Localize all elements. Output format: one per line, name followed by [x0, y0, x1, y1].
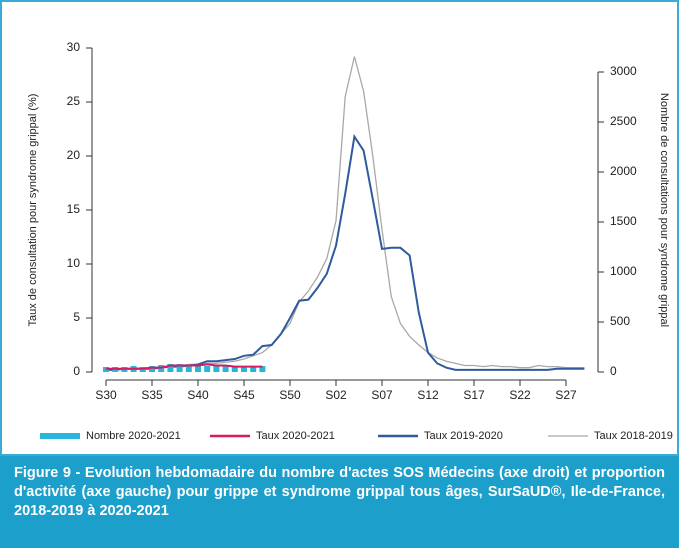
chart: Taux de consultation pour syndrome gripp… [0, 0, 679, 456]
x-tick-label: S12 [417, 388, 439, 402]
y2-tick-label: 2500 [610, 114, 637, 128]
bar [149, 366, 155, 372]
y2-tick-label: 2000 [610, 164, 637, 178]
x-tick-label: S40 [187, 388, 209, 402]
y2-tick-label: 1000 [610, 264, 637, 278]
y-tick-label: 10 [67, 256, 81, 270]
x-tick-label: S45 [233, 388, 255, 402]
bar [213, 365, 220, 372]
y2-tick-label: 3000 [610, 64, 637, 78]
x-tick-label: S30 [95, 388, 117, 402]
bar [167, 364, 174, 372]
y-tick-label: 15 [67, 202, 81, 216]
y2-tick-label: 1500 [610, 214, 637, 228]
bar [250, 367, 257, 372]
caption: Figure 9 - Evolution hebdomadaire du nom… [0, 456, 679, 548]
bar [259, 366, 266, 372]
y-tick-label: 5 [73, 310, 80, 324]
x-tick-label: S35 [141, 388, 163, 402]
y2-tick-label: 500 [610, 314, 630, 328]
y-axis-title: Taux de consultation pour syndrome gripp… [27, 94, 39, 327]
x-tick-label: S27 [555, 388, 577, 402]
bar [222, 366, 229, 372]
y2-tick-label: 0 [610, 364, 617, 378]
legend-label: Taux 2020-2021 [256, 430, 335, 442]
y-tick-label: 25 [67, 94, 81, 108]
legend-label: Taux 2019-2020 [424, 430, 503, 442]
bar [195, 366, 201, 372]
x-tick-label: S02 [325, 388, 347, 402]
legend-label: Nombre 2020-2021 [86, 430, 181, 442]
y-tick-label: 0 [73, 364, 80, 378]
x-tick-label: S17 [463, 388, 485, 402]
bar [185, 365, 192, 372]
y-tick-label: 30 [67, 40, 81, 54]
x-tick-label: S22 [509, 388, 531, 402]
y-tick-label: 20 [67, 148, 81, 162]
x-tick-label: S50 [279, 388, 301, 402]
bar [176, 364, 183, 372]
bar [241, 367, 247, 372]
bar [231, 366, 238, 372]
y2-axis-title: Nombre de consultations pour syndrome gr… [658, 93, 670, 327]
line [106, 363, 263, 370]
x-tick-label: S07 [371, 388, 393, 402]
legend-label: Taux 2018-2019 [594, 430, 673, 442]
bar [204, 366, 211, 372]
